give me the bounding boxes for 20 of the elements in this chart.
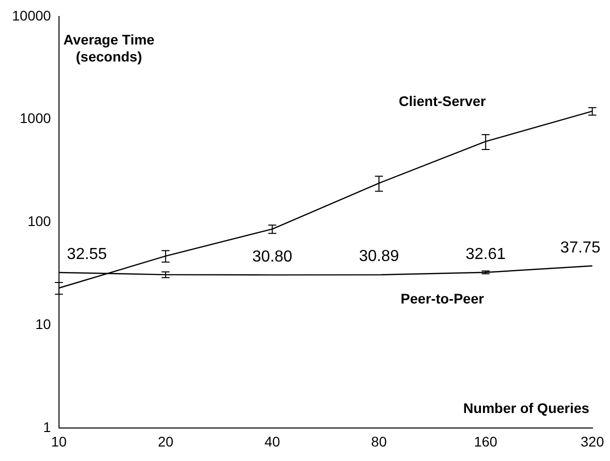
x-axis-title: Number of Queries: [463, 400, 590, 416]
y-axis-title: Average Time (seconds): [63, 31, 155, 64]
x-tick-label: 80: [371, 433, 387, 450]
x-tick-label: 40: [264, 433, 280, 450]
x-tick-label: 10: [51, 433, 67, 450]
data-label: 30.80: [252, 248, 292, 266]
data-label: 32.61: [466, 246, 506, 263]
x-tick-label: 20: [158, 433, 174, 450]
series-label: Peer-to-Peer: [400, 290, 484, 306]
y-tick-label: 1000: [20, 110, 52, 126]
data-label: 37.75: [560, 239, 600, 256]
y-tick-label: 10000: [12, 7, 52, 24]
x-tick-label: 160: [474, 433, 498, 450]
data-label: 30.89: [358, 248, 400, 266]
y-tick-label: 10: [35, 316, 52, 332]
data-label: 32.55: [66, 246, 108, 263]
text: Client-Server: [398, 93, 486, 110]
x-tick-label: 320: [580, 433, 604, 450]
y-tick-label: 1: [43, 419, 52, 436]
y-tick-label: 100: [28, 213, 52, 230]
